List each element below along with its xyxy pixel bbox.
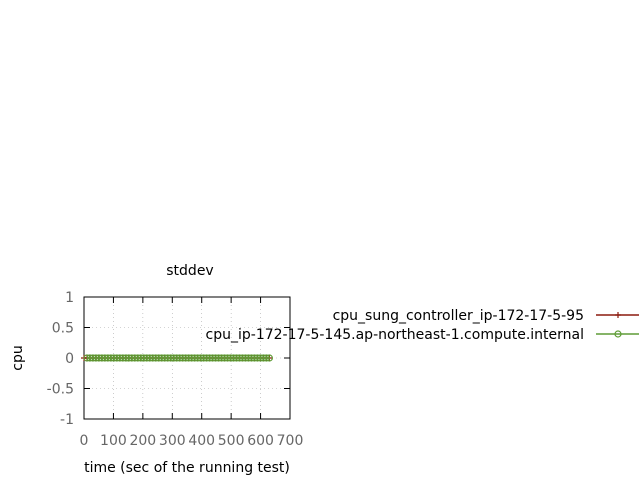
legend-label: cpu_sung_controller_ip-172-17-5-95 (333, 308, 584, 324)
y-axis: -1 -0.5 0 0.5 1 (47, 290, 290, 428)
x-tick-label: 0 (80, 433, 89, 449)
x-tick-label: 200 (129, 433, 156, 449)
y-tick-label: 1 (65, 290, 74, 306)
series-point (265, 354, 273, 362)
x-tick-label: 700 (277, 433, 304, 449)
legend-marker (614, 330, 622, 338)
x-axis: 0 100 200 300 400 500 600 700 (80, 297, 304, 449)
x-tick-label: 400 (188, 433, 215, 449)
y-tick-label: 0.5 (52, 321, 74, 337)
chart-title: stddev (166, 263, 213, 279)
y-tick-label: -0.5 (47, 382, 74, 398)
legend-marker (615, 312, 621, 318)
y-axis-label: cpu (10, 345, 26, 370)
series-2 (83, 354, 273, 362)
series-point (262, 354, 271, 362)
x-tick-label: 100 (100, 433, 127, 449)
y-tick-label: 0 (65, 351, 74, 367)
legend: cpu_sung_controller_ip-172-17-5-95 cpu_ip… (206, 308, 639, 343)
x-tick-label: 300 (159, 433, 186, 449)
x-axis-label: time (sec of the running test) (84, 460, 290, 476)
legend-label: cpu_ip-172-17-5-145.ap-northeast-1.compu… (206, 327, 584, 343)
x-tick-label: 600 (247, 433, 274, 449)
series (81, 354, 273, 362)
y-tick-label: -1 (60, 412, 74, 428)
x-tick-label: 500 (218, 433, 245, 449)
